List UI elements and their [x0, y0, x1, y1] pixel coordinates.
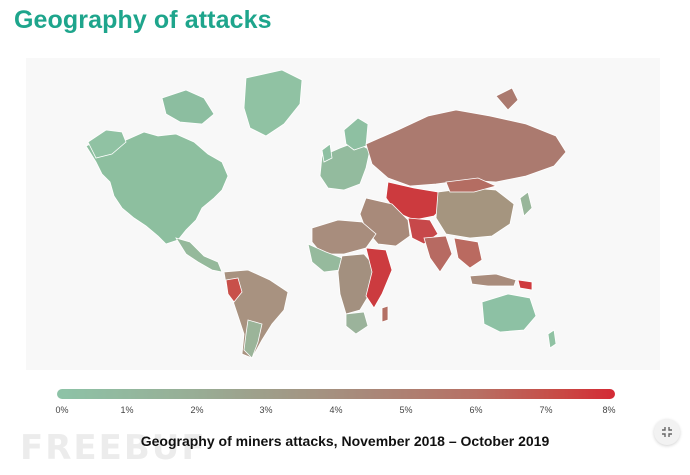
region-greenland	[243, 69, 303, 137]
region-canada-islands	[161, 89, 215, 125]
world-map	[26, 58, 660, 370]
region-south-asia	[423, 235, 453, 273]
region-argentina	[243, 319, 263, 359]
legend-tick: 7%	[539, 405, 553, 415]
region-png	[517, 279, 533, 291]
region-japan	[519, 191, 533, 217]
legend-color-scale	[57, 389, 615, 399]
page-title: Geography of attacks	[14, 6, 272, 34]
map-caption: Geography of miners attacks, November 20…	[140, 433, 550, 449]
collapse-arrows-icon	[662, 427, 672, 437]
legend-tick: 4%	[329, 405, 343, 415]
legend-tick: 6%	[469, 405, 483, 415]
region-central-america	[175, 237, 223, 273]
region-russia-east	[495, 87, 519, 111]
legend-tick: 8%	[602, 405, 616, 415]
watermark-logo: FREEBUF	[20, 428, 207, 468]
legend-tick: 3%	[259, 405, 273, 415]
region-central-africa	[337, 253, 377, 315]
legend-tick: 0%	[55, 405, 69, 415]
region-southeast-asia	[453, 237, 483, 269]
legend-ticks: 0% 1% 2% 3% 4% 5% 6% 7% 8%	[0, 405, 690, 419]
collapse-button[interactable]	[654, 419, 680, 445]
region-north-america	[85, 131, 229, 245]
legend-tick: 5%	[399, 405, 413, 415]
region-alaska	[87, 129, 127, 159]
region-russia	[365, 109, 567, 187]
region-andes-high	[225, 277, 243, 303]
region-central-asia	[385, 181, 447, 221]
region-east-africa	[365, 247, 393, 309]
region-scandinavia	[343, 117, 369, 151]
region-new-zealand	[547, 329, 557, 349]
region-southern-africa	[345, 311, 369, 335]
region-uk	[321, 143, 333, 163]
region-australia	[481, 293, 537, 333]
region-china	[435, 187, 515, 239]
region-indonesia	[469, 273, 517, 287]
region-mongolia	[445, 177, 498, 193]
world-map-svg	[85, 69, 567, 359]
region-madagascar	[381, 305, 389, 323]
legend-tick: 2%	[190, 405, 204, 415]
legend-tick: 1%	[120, 405, 134, 415]
